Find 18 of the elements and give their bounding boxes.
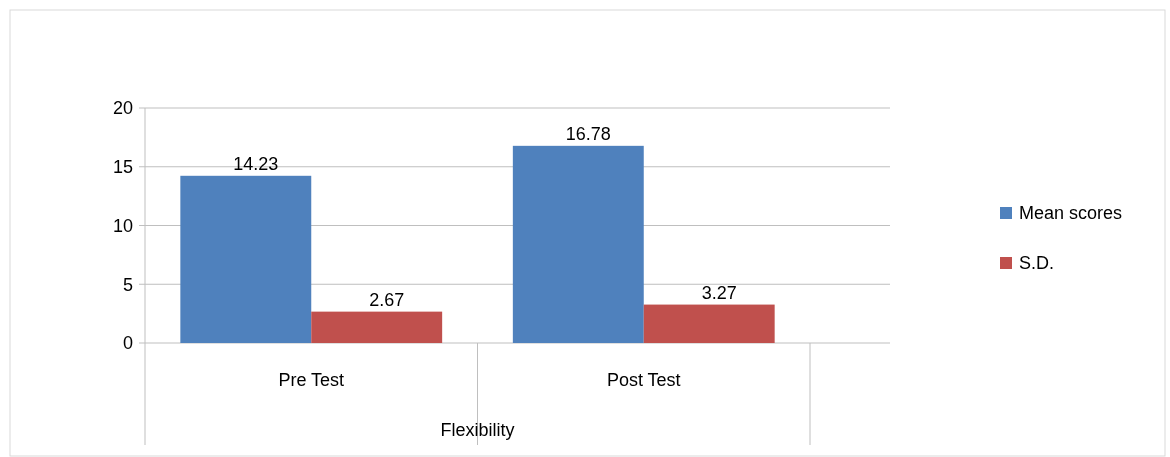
y-tick-label: 10 (112, 215, 133, 236)
bar (512, 145, 644, 343)
legend-label: S.D. (1019, 253, 1055, 274)
bar (311, 311, 443, 343)
y-tick-label: 5 (122, 274, 133, 295)
y-tick-label: 20 (112, 98, 133, 119)
y-tick-label: 15 (112, 157, 133, 178)
bar (180, 175, 312, 343)
data-label: 16.78 (565, 123, 611, 144)
x-tick-label: Post Test (606, 370, 681, 391)
data-label: 3.27 (701, 282, 737, 303)
y-tick-label: 0 (122, 333, 133, 354)
data-label: 2.67 (369, 289, 405, 310)
bar (643, 304, 775, 343)
x-tick-label: Pre Test (278, 370, 345, 391)
x-axis-title: Flexibility (440, 420, 515, 441)
data-label: 14.23 (233, 153, 279, 174)
legend-label: Mean scores (1019, 203, 1123, 224)
